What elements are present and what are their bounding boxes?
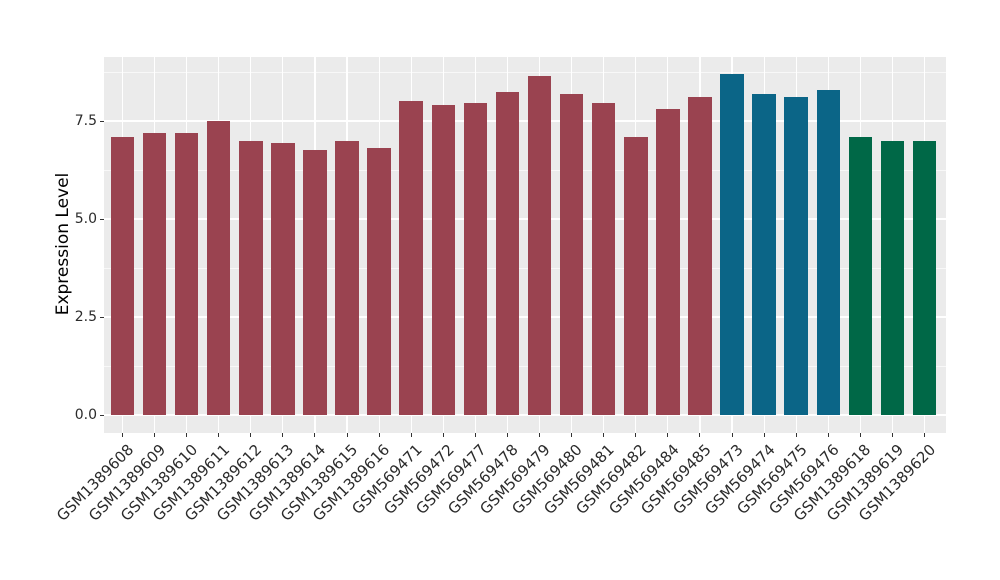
bar-GSM1389616 [367, 148, 391, 415]
bar-GSM1389608 [110, 136, 135, 415]
x-tick-mark [506, 433, 508, 437]
x-tick-mark [635, 433, 637, 437]
x-tick-mark [763, 433, 765, 437]
bar-GSM569478 [495, 91, 520, 415]
y-tick-mark [100, 414, 104, 416]
x-tick-mark [795, 433, 797, 437]
gridline-minor-horizontal [104, 267, 946, 269]
x-tick-mark [314, 433, 316, 437]
x-tick-mark [122, 433, 123, 437]
x-tick-mark [571, 433, 573, 437]
bar-GSM569471 [399, 101, 423, 415]
bar-GSM569477 [463, 103, 488, 415]
y-tick-label: 7.5 [74, 113, 97, 129]
x-tick-mark [282, 433, 284, 437]
bar-GSM569482 [624, 136, 648, 415]
bar-GSM1389612 [239, 140, 263, 415]
bar-GSM569480 [559, 93, 584, 415]
y-tick-mark [100, 316, 104, 318]
x-tick-mark [346, 433, 348, 437]
x-tick-mark [731, 433, 733, 437]
bar-GSM569484 [656, 109, 680, 415]
x-tick-mark [378, 433, 380, 437]
x-tick-mark [924, 433, 925, 437]
bar-GSM569481 [591, 103, 616, 415]
x-tick-mark [474, 433, 476, 437]
bar-GSM569472 [431, 105, 456, 415]
bar-GSM1389615 [335, 140, 359, 415]
gridline-major-horizontal [104, 316, 946, 318]
gridline-major-horizontal [104, 218, 946, 220]
bar-GSM1389613 [271, 142, 295, 415]
x-tick-mark [539, 433, 541, 437]
bar-GSM569475 [784, 97, 808, 415]
x-tick-mark [154, 433, 156, 437]
x-tick-mark [410, 433, 412, 437]
x-tick-mark [699, 433, 701, 437]
y-axis-title: Expression Level [53, 172, 73, 316]
bar-GSM1389619 [880, 140, 905, 415]
gridline-minor-horizontal [104, 365, 946, 367]
bars-layer [104, 57, 946, 433]
bar-GSM1389614 [303, 150, 327, 415]
gridline-minor-horizontal [104, 71, 946, 73]
y-tick-mark [100, 120, 104, 122]
bar-GSM1389618 [848, 136, 873, 415]
bar-GSM569473 [720, 73, 744, 415]
bar-GSM569485 [688, 97, 712, 415]
x-tick-mark [250, 433, 252, 437]
x-tick-mark [603, 433, 605, 437]
x-tick-mark [891, 433, 893, 437]
x-tick-mark [827, 433, 829, 437]
x-tick-mark [667, 433, 669, 437]
bar-GSM1389610 [174, 132, 199, 415]
y-tick-label: 0.0 [74, 407, 97, 423]
x-tick-mark [442, 433, 444, 437]
y-tick-label: 2.5 [74, 309, 97, 325]
plot-panel [104, 57, 946, 433]
y-tick-mark [100, 218, 104, 220]
bar-GSM569474 [752, 93, 776, 415]
y-tick-label: 5.0 [74, 211, 97, 227]
bar-GSM1389611 [206, 121, 231, 415]
gridline-major-horizontal [104, 120, 946, 122]
gridline-minor-horizontal [104, 169, 946, 171]
x-tick-mark [186, 433, 188, 437]
gridline-major-horizontal [104, 414, 946, 416]
x-tick-mark [218, 433, 220, 437]
bar-GSM569476 [816, 89, 840, 415]
x-tick-mark [859, 433, 861, 437]
bar-GSM1389609 [142, 132, 167, 415]
bar-GSM1389620 [912, 140, 937, 415]
bar-GSM569479 [527, 75, 552, 415]
